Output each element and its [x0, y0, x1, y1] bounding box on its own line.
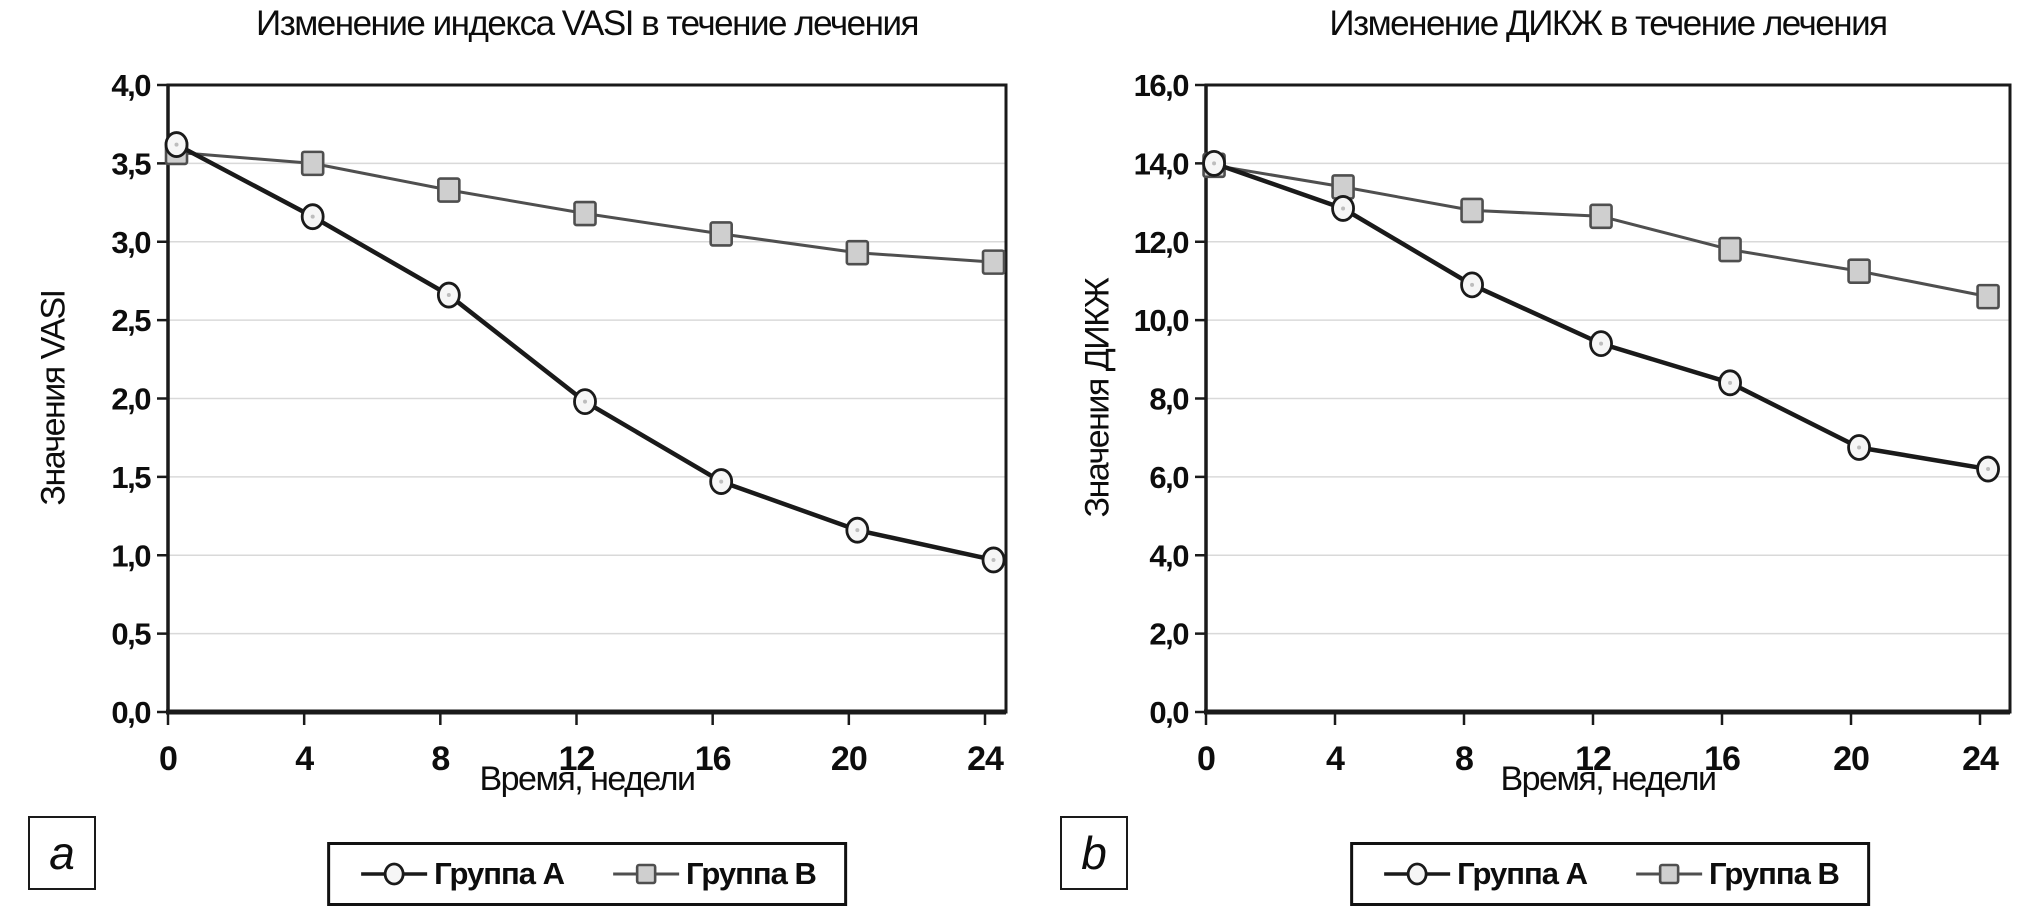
data-point-dot — [174, 142, 179, 147]
x-axis-title-weeks-b: Время, недели — [1500, 760, 1717, 798]
data-point — [437, 177, 461, 203]
y-tick-label: 12,0 — [1134, 225, 1189, 260]
legend-label-group-a: Группа А — [434, 856, 565, 891]
x-tick-label: 0 — [1197, 740, 1215, 778]
panel-label-b: b — [1060, 816, 1128, 890]
data-point — [573, 200, 597, 227]
x-tick-label: 4 — [295, 740, 314, 778]
legend-item-group-b: Группа В — [610, 856, 817, 892]
panel-letter: b — [1081, 827, 1107, 879]
line-square-marker-icon — [613, 863, 679, 885]
gridlines — [1206, 162, 2010, 635]
line-circle-marker-icon — [1384, 862, 1451, 886]
legend-item-group-a: Группа А — [358, 856, 565, 892]
series-markers-group-a — [1202, 149, 2000, 483]
y-tick-label: 6,0 — [1149, 460, 1188, 495]
y-tick-label: 2,0 — [1149, 617, 1188, 652]
chart-panel-b: Изменение ДИКЖ в течение лечения 0,0 2,0 4… — [1010, 0, 2020, 910]
x-tick-label: 12 — [1575, 740, 1611, 778]
legend-label-group-b: Группа В — [1709, 856, 1840, 891]
data-point — [1589, 203, 1613, 230]
plot-area-dlqi: 0,0 2,0 4,0 6,0 8,0 10,0 12,0 14,0 16,0 0 4 8 12 16 20… — [1134, 68, 2012, 778]
x-tick-label: 16 — [695, 740, 731, 778]
line-circle-marker-icon — [361, 862, 428, 886]
legend-item-group-a: Группа А — [1381, 856, 1588, 892]
data-point — [300, 150, 325, 177]
y-tick-label: 2,0 — [111, 382, 150, 417]
chart-title-vasi: Изменение индекса VASI в течение лечения — [256, 4, 919, 43]
data-point-dot — [446, 293, 451, 298]
legend-a: Группа А Группа В — [327, 842, 847, 906]
y-tick-label: 8,0 — [1149, 382, 1188, 417]
y-tick-label: 2,5 — [111, 303, 151, 338]
line-square-marker-icon — [1636, 863, 1702, 885]
y-axis-title-vasi: Значения VASI — [34, 290, 73, 506]
y-tick-label: 0,5 — [111, 617, 151, 652]
legend-item-group-b: Группа В — [1633, 856, 1840, 892]
y-tick-label: 3,0 — [111, 225, 150, 260]
axis-ticks: 0,0 0,5 1,0 1,5 2,0 2,5 3,0 3,5 4,0 0 4 8 12 16 20 24 — [111, 68, 1005, 778]
panel-letter: a — [49, 827, 75, 879]
y-tick-label: 14,0 — [1134, 146, 1189, 181]
y-axis-title-dlqi: Значения ДИКЖ — [1078, 278, 1117, 518]
x-tick-label: 24 — [1962, 740, 1999, 778]
y-tick-label: 0,0 — [1149, 695, 1188, 730]
legend-b: Группа А Группа В — [1350, 842, 1870, 906]
data-point — [845, 239, 870, 266]
x-tick-label: 20 — [1833, 740, 1869, 778]
y-tick-label: 16,0 — [1134, 68, 1189, 103]
y-tick-label: 1,0 — [111, 538, 150, 573]
y-tick-label: 4,0 — [1149, 538, 1188, 573]
x-tick-label: 24 — [967, 740, 1004, 778]
x-tick-label: 16 — [1704, 740, 1740, 778]
chart-panel-a: Изменение индекса VASI в течение лечения… — [28, 4, 1008, 906]
data-point — [1847, 258, 1871, 284]
data-point — [1976, 283, 2000, 310]
y-tick-label: 4,0 — [111, 68, 150, 103]
data-point-dot — [310, 214, 315, 219]
axis-ticks: 0,0 2,0 4,0 6,0 8,0 10,0 12,0 14,0 16,0 0 4 8 12 16 20… — [1134, 68, 2000, 778]
data-point-dot — [1470, 282, 1475, 287]
x-tick-label: 12 — [559, 740, 595, 778]
data-point-dot — [1341, 206, 1346, 211]
x-tick-label: 0 — [159, 740, 177, 778]
data-point-dot — [991, 557, 996, 562]
data-point-dot — [719, 479, 724, 484]
data-point-dot — [1599, 341, 1604, 346]
series-line-group-b — [1213, 163, 1989, 299]
series-markers-group-a — [164, 131, 1006, 574]
y-tick-label: 1,5 — [111, 460, 151, 495]
y-tick-label: 3,5 — [111, 146, 151, 181]
data-point — [1460, 197, 1484, 224]
data-point — [1718, 236, 1742, 263]
chart-title-dlqi: Изменение ДИКЖ в течение лечения — [1329, 4, 1888, 43]
data-point — [1331, 174, 1355, 200]
legend-label-group-b: Группа В — [686, 856, 817, 891]
data-point — [709, 221, 733, 247]
panel-label-a: a — [28, 816, 96, 890]
data-point-dot — [1986, 467, 1991, 472]
data-point-dot — [1857, 445, 1862, 450]
y-tick-label: 10,0 — [1134, 303, 1189, 338]
x-tick-label: 20 — [831, 740, 867, 778]
plot-area-vasi: 0,0 0,5 1,0 1,5 2,0 2,5 3,0 3,5 4,0 0 4 8 12 16 20 24 — [111, 68, 1008, 778]
legend-label-group-a: Группа А — [1457, 856, 1588, 891]
data-point — [981, 249, 1006, 275]
data-point-dot — [1212, 161, 1217, 166]
x-axis-title-weeks-a: Время, недели — [479, 760, 696, 798]
data-point-dot — [583, 399, 588, 404]
x-tick-label: 8 — [431, 740, 449, 778]
data-point-dot — [855, 528, 860, 533]
x-tick-label: 4 — [1326, 740, 1345, 778]
series-markers-group-b — [1202, 152, 2000, 310]
y-tick-label: 0,0 — [111, 695, 150, 730]
data-point-dot — [1728, 380, 1733, 385]
x-tick-label: 8 — [1455, 740, 1473, 778]
